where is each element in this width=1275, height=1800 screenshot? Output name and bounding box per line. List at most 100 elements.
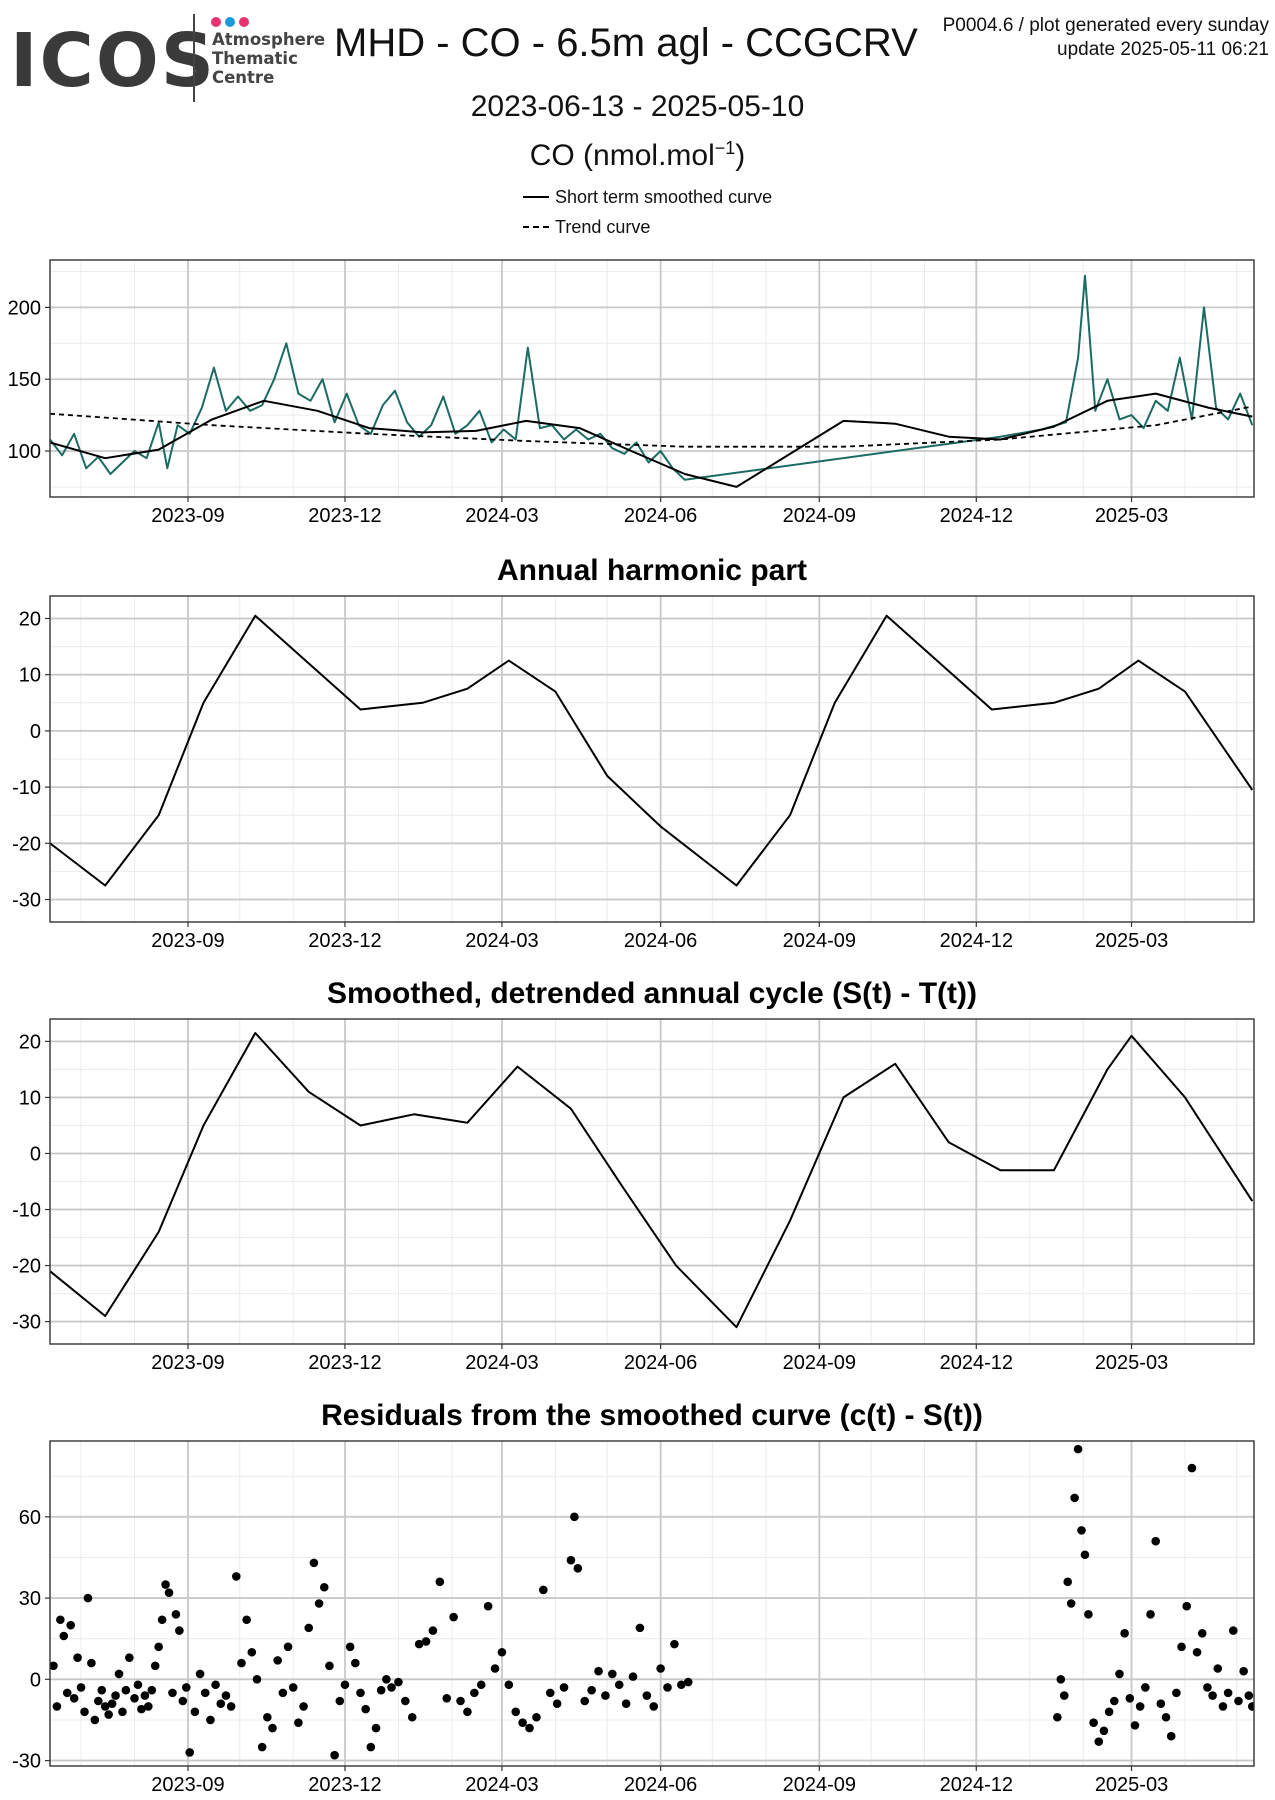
residual-point	[137, 1704, 146, 1714]
legend: Short term smoothed curve Trend curve	[523, 182, 772, 242]
legend-label: Trend curve	[555, 216, 651, 237]
y-tick-label: 0	[30, 721, 41, 743]
y-tick-label: 100	[8, 441, 41, 463]
residual-point	[242, 1615, 251, 1625]
residual-point	[1130, 1721, 1140, 1730]
residual-point	[50, 1661, 58, 1671]
residual-point	[107, 1699, 117, 1709]
residual-point	[545, 1688, 555, 1698]
residual-point	[677, 1680, 686, 1690]
icos-logo: ICOS	[10, 18, 217, 104]
residual-point	[268, 1723, 277, 1733]
residual-point	[73, 1653, 82, 1662]
residual-point	[263, 1712, 272, 1722]
logo-subtitle-line: Thematic	[212, 49, 298, 68]
y-tick-label: 150	[8, 369, 41, 391]
residual-point	[376, 1685, 386, 1695]
residual-point	[539, 1585, 548, 1595]
residual-point	[226, 1702, 236, 1711]
legend-item-trend: Trend curve	[523, 212, 772, 242]
panel-title: Smoothed, detrended annual cycle (S(t) -…	[327, 977, 977, 1010]
residual-point	[1247, 1702, 1254, 1711]
residual-point	[371, 1723, 381, 1733]
residual-point	[1125, 1693, 1135, 1703]
x-tick-label: 2024-03	[465, 1774, 538, 1796]
residual-point	[1073, 1444, 1083, 1454]
curve-line	[50, 1032, 1254, 1329]
residual-point	[69, 1693, 79, 1703]
legend-solid-swatch	[523, 196, 549, 198]
residual-point	[1192, 1647, 1202, 1657]
logo-subtitle: Atmosphere Thematic Centre	[212, 30, 325, 87]
residual-point	[273, 1656, 282, 1665]
residual-point	[356, 1688, 365, 1698]
residual-point	[435, 1577, 445, 1587]
residual-point	[93, 1696, 103, 1706]
plot-metadata: P0004.6 / plot generated every sunday up…	[943, 14, 1269, 62]
residual-point	[231, 1572, 241, 1581]
residual-point	[345, 1642, 355, 1652]
residual-point	[1099, 1726, 1109, 1736]
residual-point	[319, 1582, 329, 1592]
residual-point	[656, 1664, 665, 1673]
residual-point	[1146, 1610, 1155, 1619]
residual-point	[361, 1704, 370, 1714]
x-tick-label: 2025-03	[1095, 505, 1168, 527]
x-tick-label: 2024-12	[940, 1352, 1013, 1374]
residual-point	[168, 1688, 177, 1698]
y-tick-label: 0	[30, 1669, 41, 1691]
residual-point	[130, 1693, 139, 1703]
residual-point	[1066, 1599, 1076, 1608]
residual-point	[518, 1718, 527, 1727]
residual-point	[133, 1680, 143, 1690]
residual-point	[118, 1707, 127, 1717]
residual-point	[62, 1688, 72, 1698]
residual-point	[1151, 1536, 1160, 1546]
residual-point	[237, 1658, 246, 1668]
y-tick-label: -20	[12, 833, 41, 855]
y-tick-label: 10	[19, 1087, 41, 1109]
units-exponent: −1	[714, 138, 736, 158]
x-tick-label: 2025-03	[1095, 1774, 1168, 1796]
residual-point	[382, 1675, 391, 1684]
panel-title: Annual harmonic part	[497, 554, 807, 587]
residual-point	[221, 1691, 231, 1700]
residual-point	[559, 1683, 569, 1692]
panel-title: Residuals from the smoothed curve (c(t) …	[321, 1399, 983, 1432]
residual-point	[1115, 1669, 1124, 1679]
major-grid	[50, 1441, 1254, 1766]
logo-subtitle-line: Centre	[212, 68, 275, 87]
major-grid	[50, 260, 1254, 497]
residual-point	[552, 1699, 562, 1709]
residual-point	[1182, 1601, 1192, 1611]
residual-point	[1109, 1696, 1119, 1706]
residual-point	[1197, 1628, 1207, 1638]
residual-point	[483, 1601, 493, 1611]
y-tick-label: 0	[30, 1143, 41, 1165]
residual-point	[497, 1647, 507, 1657]
residual-point	[628, 1672, 638, 1681]
residual-point	[87, 1658, 96, 1668]
residual-point	[157, 1615, 167, 1625]
residual-point	[56, 1615, 65, 1625]
residual-point	[463, 1707, 472, 1717]
x-tick-label: 2024-12	[940, 505, 1013, 527]
logo-dots-icon	[211, 14, 253, 32]
residual-point	[83, 1593, 93, 1603]
y-tick-label: 60	[19, 1507, 41, 1529]
residual-point	[1208, 1691, 1217, 1700]
residual-point	[587, 1685, 596, 1695]
residual-point	[278, 1688, 288, 1698]
residual-point	[490, 1664, 500, 1673]
series-group	[50, 274, 1254, 488]
residual-point	[1059, 1691, 1069, 1700]
residual-point	[247, 1647, 257, 1657]
x-tick-label: 2024-03	[465, 505, 538, 527]
series-group	[50, 1444, 1254, 1760]
residual-point	[200, 1688, 210, 1698]
residual-point	[525, 1723, 534, 1733]
residual-point	[185, 1748, 195, 1757]
residual-point	[1089, 1718, 1098, 1727]
residual-point	[1135, 1702, 1145, 1711]
residual-point	[1244, 1691, 1254, 1700]
